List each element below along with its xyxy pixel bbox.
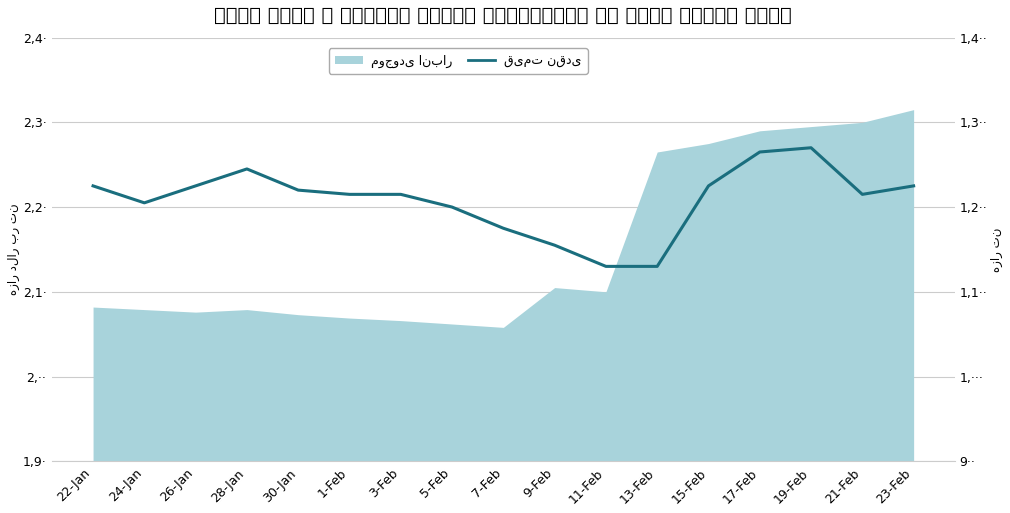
Y-axis label: هزار دلار بر تن: هزار دلار بر تن — [7, 204, 20, 295]
Y-axis label: هزار تن: هزار تن — [990, 227, 1003, 271]
Title: قیمت نقدی و موجودی انبار آلومینیوم در بورس فلزات لندن: قیمت نقدی و موجودی انبار آلومینیوم در بو… — [214, 7, 792, 25]
Legend: موجودی انبار, قیمت نقدی: موجودی انبار, قیمت نقدی — [329, 48, 588, 74]
